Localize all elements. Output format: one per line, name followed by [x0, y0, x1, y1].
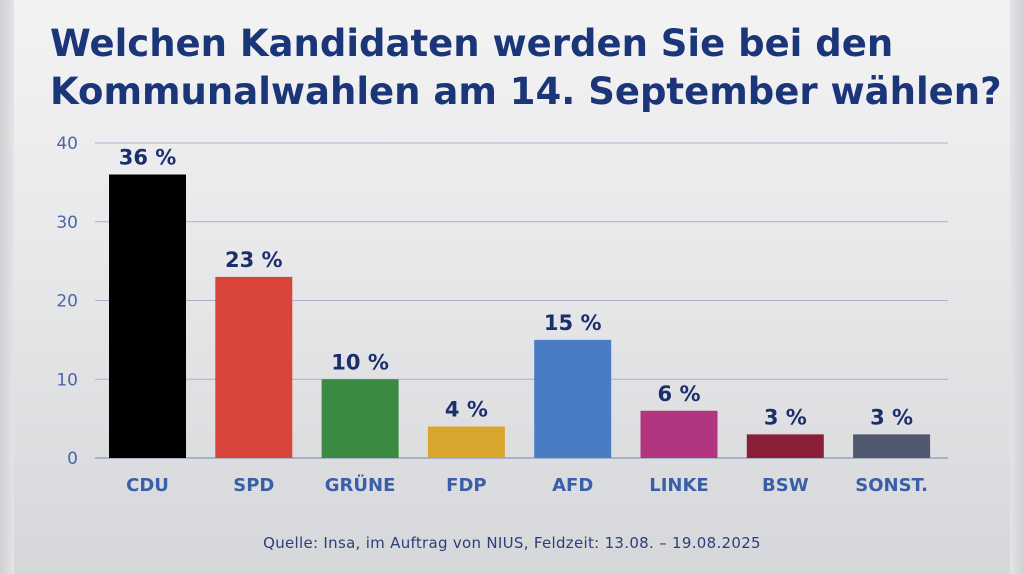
y-tick-label-40: 40: [56, 134, 78, 154]
category-label-grüne: GRÜNE: [325, 474, 396, 496]
bar-linke: [640, 410, 718, 458]
frame-edge-right: [1010, 0, 1024, 574]
category-label-sonst: SONST.: [855, 475, 928, 496]
category-label-bsw: BSW: [762, 475, 809, 496]
value-label-bsw: 3 %: [764, 405, 807, 429]
y-tick-label-20: 20: [56, 292, 78, 312]
chart-title: Welchen Kandidaten werden Sie bei den Ko…: [50, 20, 1010, 116]
bar-cdu: [109, 174, 186, 458]
category-label-afd: AFD: [552, 475, 593, 496]
y-tick-label-10: 10: [56, 370, 78, 390]
y-tick-label-0: 0: [67, 449, 78, 469]
chart-title-line-1: Welchen Kandidaten werden Sie bei den: [50, 22, 894, 65]
bar-fdp: [427, 426, 505, 458]
frame-edge-left: [0, 0, 14, 574]
value-label-grüne: 10 %: [331, 350, 389, 374]
bar-sonst: [853, 434, 931, 458]
category-label-spd: SPD: [233, 475, 274, 496]
value-label-spd: 23 %: [225, 248, 283, 272]
value-label-sonst: 3 %: [870, 405, 913, 429]
chart-title-line-2: Kommunalwahlen am 14. September wählen?: [50, 70, 1002, 113]
bar-spd: [215, 276, 293, 458]
bar-bsw: [746, 434, 824, 458]
category-label-fdp: FDP: [446, 475, 486, 496]
bar-grüne: [321, 379, 399, 458]
value-label-afd: 15 %: [544, 311, 602, 335]
value-label-cdu: 36 %: [119, 146, 177, 170]
value-label-fdp: 4 %: [445, 398, 488, 422]
value-label-linke: 6 %: [658, 382, 701, 406]
category-label-linke: LINKE: [649, 475, 708, 496]
y-tick-label-30: 30: [56, 213, 78, 233]
category-label-cdu: CDU: [126, 475, 169, 496]
bar-afd: [534, 339, 612, 458]
source-note: Quelle: Insa, im Auftrag von NIUS, Feldz…: [263, 534, 761, 552]
